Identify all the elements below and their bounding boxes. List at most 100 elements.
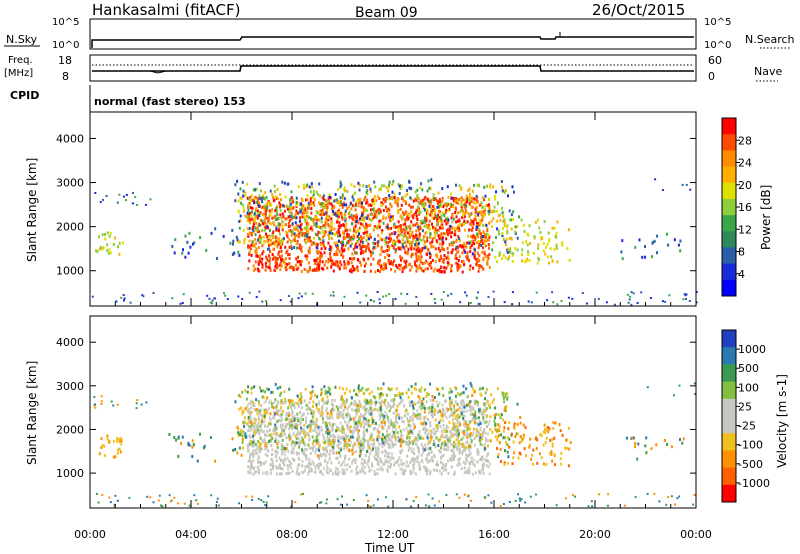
echo-cell	[291, 198, 294, 202]
echo-cell	[447, 445, 450, 449]
echo-cell	[502, 254, 505, 257]
echo-cell	[301, 259, 303, 263]
echo-cell	[258, 445, 260, 448]
echo-cell	[279, 472, 282, 476]
echo-cell	[279, 246, 282, 249]
echo-cell	[280, 249, 283, 253]
echo-cell	[253, 453, 255, 457]
echo-cell	[249, 414, 252, 418]
echo-cell	[248, 218, 251, 222]
echo-cell	[480, 244, 483, 247]
echo-cell	[286, 456, 289, 460]
echo-cell	[361, 448, 364, 451]
echo-cell	[371, 410, 374, 414]
echo-cell	[455, 445, 458, 449]
echo-cell	[484, 391, 487, 395]
echo-cell	[344, 219, 347, 223]
echo-cell	[210, 231, 213, 235]
echo-cell	[342, 416, 345, 420]
echo-cell	[334, 193, 337, 196]
echo-cell	[254, 188, 257, 192]
echo-cell	[487, 233, 490, 237]
echo-cell	[296, 401, 299, 405]
echo-cell	[482, 246, 484, 250]
echo-cell	[516, 236, 519, 240]
echo-cell	[251, 460, 254, 464]
echo-cell	[539, 231, 542, 234]
echo-cell	[345, 203, 348, 207]
echo-cell	[442, 427, 445, 431]
echo-cell	[482, 418, 485, 422]
echo-cell	[247, 246, 250, 250]
echo-cell	[313, 258, 316, 262]
echo-cell	[454, 199, 457, 203]
echo-cell	[320, 243, 323, 247]
echo-cell	[327, 386, 330, 390]
echo-cell	[390, 196, 393, 200]
echo-cell	[298, 246, 301, 250]
echo-cell	[364, 244, 367, 248]
echo-cell	[465, 409, 468, 413]
echo-cell	[268, 259, 271, 263]
echo-cell	[339, 196, 342, 200]
echo-cell	[365, 403, 367, 407]
echo-cell	[292, 200, 295, 204]
echo-cell	[282, 401, 285, 405]
echo-cell	[285, 217, 288, 221]
echo-cell	[309, 446, 312, 450]
echo-cell	[342, 412, 345, 416]
echo-cell	[440, 435, 443, 439]
echo-cell	[367, 257, 370, 261]
echo-cell	[390, 232, 393, 236]
echo-cell	[261, 263, 264, 267]
echo-cell	[425, 216, 428, 220]
echo-cell	[444, 440, 446, 444]
echo-cell	[274, 412, 277, 416]
echo-cell	[383, 439, 386, 443]
echo-cell	[249, 459, 252, 463]
echo-cell	[407, 464, 410, 468]
echo-cell	[330, 442, 333, 445]
echo-cell	[247, 214, 250, 218]
echo-cell	[465, 294, 468, 297]
echo-cell	[270, 433, 273, 437]
echo-cell	[382, 418, 385, 421]
echo-cell	[479, 442, 482, 446]
echo-cell	[401, 242, 404, 246]
echo-cell	[474, 416, 477, 420]
echo-cell	[118, 252, 121, 256]
echo-cell	[472, 462, 475, 465]
echo-cell	[358, 408, 361, 412]
echo-cell	[403, 404, 406, 408]
echo-cell	[457, 392, 459, 396]
echo-cell	[246, 443, 249, 447]
echo-cell	[373, 408, 376, 412]
echo-cell	[255, 251, 258, 255]
echo-cell	[263, 221, 266, 225]
echo-cell	[399, 246, 402, 250]
echo-cell	[455, 245, 458, 249]
echo-cell	[403, 232, 406, 236]
echo-cell	[581, 292, 584, 294]
echo-cell	[248, 424, 251, 428]
echo-cell	[471, 235, 474, 239]
echo-cell	[299, 232, 302, 236]
echo-cell	[477, 235, 480, 239]
echo-cell	[356, 228, 359, 232]
echo-cell	[283, 181, 286, 185]
echo-cell	[406, 416, 408, 420]
echo-cell	[466, 454, 469, 458]
echo-cell	[362, 231, 365, 235]
echo-cell	[333, 408, 335, 412]
echo-cell	[416, 234, 419, 238]
echo-cell	[384, 200, 387, 204]
echo-cell	[267, 433, 270, 437]
echo-cell	[378, 225, 381, 229]
echo-cell	[353, 185, 356, 188]
echo-cell	[272, 467, 274, 471]
echo-cell	[358, 399, 361, 403]
echo-cell	[91, 295, 94, 298]
echo-cell	[340, 211, 343, 215]
echo-cell	[284, 245, 287, 249]
echo-cell	[404, 250, 407, 254]
